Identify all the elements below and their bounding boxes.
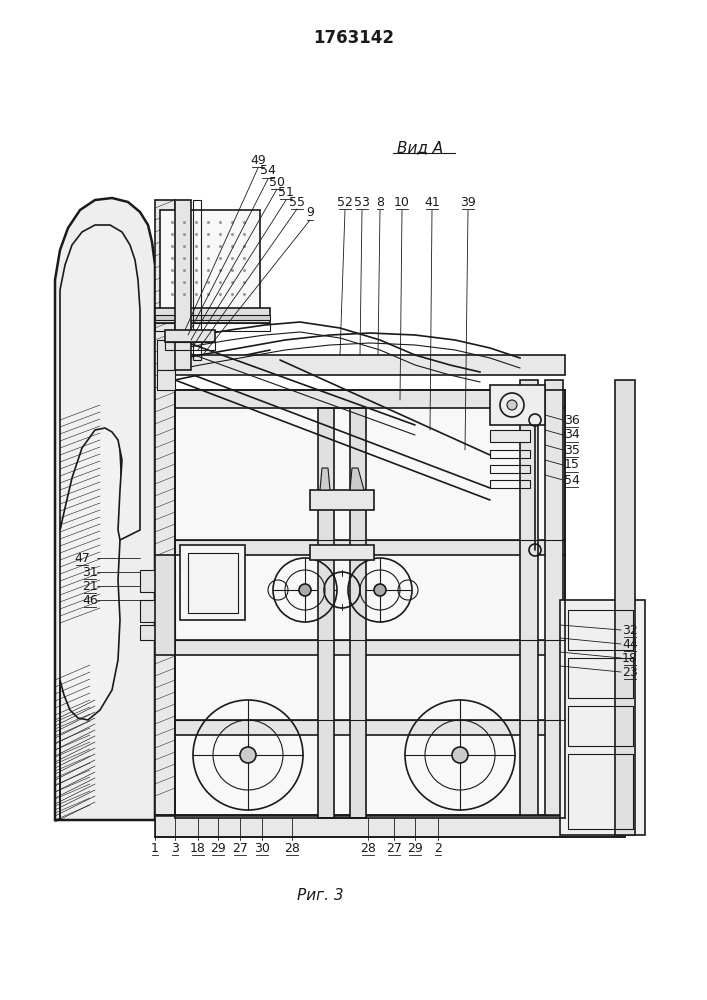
- Text: 28: 28: [284, 842, 300, 854]
- Text: 29: 29: [210, 842, 226, 854]
- Text: 8: 8: [376, 196, 384, 209]
- Text: 53: 53: [354, 196, 370, 209]
- Bar: [193, 200, 201, 360]
- Bar: [490, 450, 530, 458]
- Bar: [175, 355, 565, 375]
- Text: 52: 52: [337, 196, 353, 209]
- Bar: [310, 545, 374, 560]
- Bar: [155, 315, 270, 320]
- Text: 50: 50: [269, 176, 285, 188]
- Text: 44: 44: [622, 638, 638, 650]
- Polygon shape: [55, 198, 155, 820]
- Text: 35: 35: [564, 444, 580, 456]
- Text: 21: 21: [82, 580, 98, 592]
- Bar: [175, 540, 565, 555]
- Text: 2: 2: [434, 842, 442, 854]
- Text: 3: 3: [171, 842, 179, 854]
- Text: 28: 28: [360, 842, 376, 854]
- Polygon shape: [60, 415, 122, 820]
- Text: 55: 55: [289, 196, 305, 209]
- Text: 27: 27: [232, 842, 248, 854]
- Polygon shape: [350, 468, 364, 490]
- Circle shape: [374, 584, 386, 596]
- Bar: [175, 720, 565, 735]
- Text: 34: 34: [564, 428, 580, 442]
- Text: 18: 18: [622, 652, 638, 664]
- Bar: [545, 380, 563, 815]
- Bar: [140, 625, 175, 640]
- Bar: [490, 430, 530, 442]
- Circle shape: [452, 747, 468, 763]
- Bar: [175, 390, 565, 408]
- Circle shape: [299, 584, 311, 596]
- Circle shape: [240, 747, 256, 763]
- Bar: [165, 330, 215, 342]
- Text: 30: 30: [254, 842, 270, 854]
- Text: 1763142: 1763142: [313, 29, 395, 47]
- Bar: [490, 465, 530, 473]
- Text: 9: 9: [306, 207, 314, 220]
- Polygon shape: [320, 468, 330, 490]
- Text: 54: 54: [564, 474, 580, 487]
- Bar: [175, 390, 565, 825]
- Bar: [568, 658, 633, 698]
- Bar: [140, 570, 175, 592]
- Text: Риг. 3: Риг. 3: [297, 888, 344, 902]
- Text: Вид A: Вид A: [397, 140, 443, 155]
- Polygon shape: [60, 225, 140, 540]
- Bar: [175, 200, 191, 370]
- Bar: [310, 490, 374, 510]
- Text: 51: 51: [278, 186, 294, 198]
- Text: 10: 10: [394, 196, 410, 209]
- Bar: [568, 610, 633, 650]
- Bar: [155, 555, 175, 655]
- Text: 32: 32: [622, 624, 638, 637]
- Text: 39: 39: [460, 196, 476, 209]
- Text: 36: 36: [564, 414, 580, 426]
- Bar: [615, 380, 635, 835]
- Bar: [490, 385, 545, 425]
- Text: 29: 29: [407, 842, 423, 854]
- Bar: [568, 706, 633, 746]
- Bar: [490, 480, 530, 488]
- Text: 18: 18: [190, 842, 206, 854]
- Bar: [155, 200, 175, 820]
- Circle shape: [507, 400, 517, 410]
- Text: 54: 54: [260, 164, 276, 178]
- Bar: [165, 342, 215, 350]
- Bar: [157, 370, 175, 390]
- Bar: [175, 640, 565, 655]
- Bar: [520, 380, 538, 815]
- Text: 1: 1: [151, 842, 159, 854]
- Bar: [318, 408, 334, 818]
- Text: 23: 23: [622, 666, 638, 678]
- Bar: [155, 308, 270, 323]
- Text: 31: 31: [82, 566, 98, 578]
- Bar: [350, 408, 366, 818]
- Bar: [157, 340, 175, 370]
- Text: 47: 47: [74, 552, 90, 564]
- Bar: [180, 545, 245, 620]
- Text: 46: 46: [82, 593, 98, 606]
- Bar: [155, 323, 270, 331]
- Bar: [560, 600, 645, 835]
- Bar: [160, 210, 260, 310]
- Text: 15: 15: [564, 458, 580, 472]
- Text: 27: 27: [386, 842, 402, 854]
- Bar: [568, 754, 633, 829]
- Text: 41: 41: [424, 196, 440, 209]
- Text: 49: 49: [250, 153, 266, 166]
- Bar: [155, 815, 625, 837]
- Bar: [188, 553, 238, 613]
- Bar: [140, 600, 175, 622]
